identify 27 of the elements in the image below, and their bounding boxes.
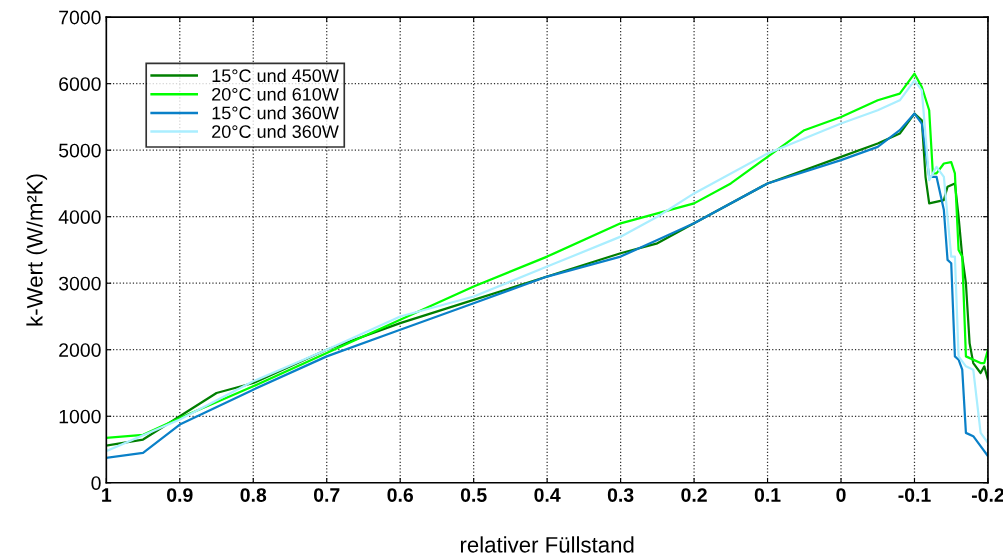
x-tick-label: -0.2	[971, 488, 1003, 502]
y-axis-title: k-Wert (W/m²K)	[26, 174, 48, 326]
x-tick-label: 0.7	[313, 488, 340, 502]
x-axis-title: relativer Füllstand	[460, 536, 634, 553]
x-tick-label: 0.5	[460, 488, 487, 502]
x-tick-label: 0.8	[240, 488, 267, 502]
y-tick-label: 2000	[59, 343, 101, 357]
y-tick-label: 6000	[59, 77, 101, 91]
legend-label: 20°C und 360W	[212, 124, 339, 139]
x-tick-label: 0.6	[387, 488, 414, 502]
y-tick-label: 0	[91, 476, 101, 491]
legend-label: 20°C und 610W	[212, 87, 339, 101]
x-tick-label: 0	[836, 488, 846, 502]
x-tick-label: 0.2	[681, 488, 707, 502]
x-tick-label: -0.1	[898, 488, 931, 502]
y-tick-label: 7000	[59, 10, 101, 25]
y-tick-label: 1000	[59, 409, 101, 424]
y-tick-label: 5000	[58, 143, 101, 158]
x-tick-label: 0.4	[534, 488, 561, 502]
y-tick-label: 4000	[58, 210, 101, 224]
x-tick-label: 1	[102, 488, 112, 502]
x-tick-label: 0.3	[607, 488, 634, 502]
x-tick-label: 0.9	[167, 488, 193, 502]
x-tick-label: 0.1	[754, 488, 781, 502]
legend-label: 15°C und 450W	[212, 68, 339, 83]
y-tick-label: 3000	[58, 276, 101, 291]
legend-label: 15°C und 360W	[212, 106, 339, 120]
